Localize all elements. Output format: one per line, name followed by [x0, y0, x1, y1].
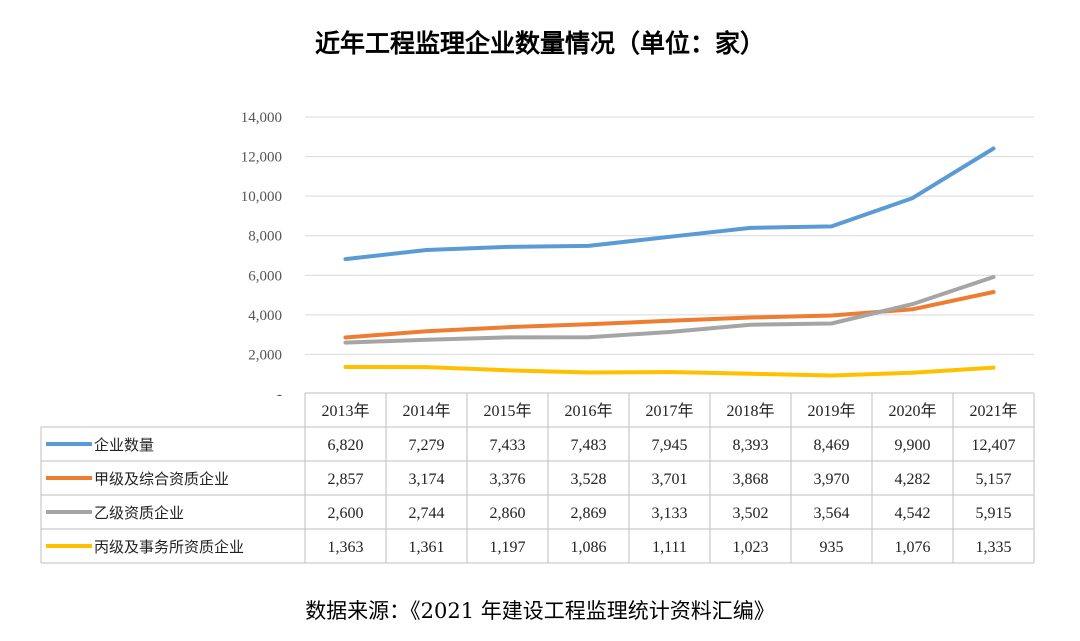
table-value-cell: 9,900 — [895, 437, 931, 454]
table-value-cell: 3,564 — [814, 505, 850, 522]
y-tick-label: 10,000 — [241, 189, 282, 205]
table-value-cell: 1,361 — [409, 539, 445, 556]
table-value-cell: 2,744 — [409, 505, 445, 522]
y-tick-label: - — [277, 387, 282, 403]
x-category-label: 2013年 — [321, 402, 369, 420]
table-value-cell: 1,111 — [652, 539, 687, 556]
table-value-cell: 1,197 — [490, 539, 526, 556]
table-value-cell: 3,133 — [652, 505, 688, 522]
series-line — [343, 275, 996, 345]
x-category-label: 2015年 — [483, 402, 531, 420]
chart-title: 近年工程监理企业数量情况（单位：家） — [314, 29, 765, 58]
table-value-cell: 2,869 — [571, 505, 607, 522]
y-tick-label: 2,000 — [248, 347, 282, 363]
table-value-cell: 935 — [820, 539, 844, 556]
table-value-cell: 6,820 — [328, 437, 364, 454]
table-value-cell: 3,868 — [733, 471, 769, 488]
series-name-label: 丙级及事务所资质企业 — [94, 538, 244, 556]
series-name-label: 企业数量 — [94, 436, 154, 454]
table-value-cell: 2,857 — [328, 471, 364, 488]
table-value-cell: 2,600 — [328, 505, 364, 522]
table-value-cell: 3,701 — [652, 471, 688, 488]
table-value-cell: 1,076 — [895, 539, 931, 556]
series-name-label: 甲级及综合资质企业 — [94, 470, 229, 488]
table-value-cell: 1,335 — [976, 539, 1012, 556]
table-value-cell: 7,483 — [571, 437, 607, 454]
table-value-cell: 12,407 — [972, 437, 1016, 454]
x-category-label: 2020年 — [888, 402, 936, 420]
y-tick-label: 14,000 — [241, 110, 282, 126]
table-value-cell: 7,945 — [652, 437, 688, 454]
table-value-cell: 4,542 — [895, 505, 931, 522]
table-value-cell: 7,433 — [490, 437, 526, 454]
table-value-cell: 8,469 — [814, 437, 850, 454]
table-value-cell: 3,376 — [490, 471, 526, 488]
x-category-label: 2018年 — [726, 402, 774, 420]
x-category-label: 2014年 — [402, 402, 450, 420]
table-value-cell: 1,363 — [328, 539, 364, 556]
y-tick-label: 12,000 — [241, 150, 282, 166]
table-value-cell: 1,023 — [733, 539, 769, 556]
data-source-note: 数据来源：《2021 年建设工程监理统计资料汇编》 — [305, 599, 775, 623]
table-value-cell: 2,860 — [490, 505, 526, 522]
series-name-label: 乙级资质企业 — [94, 504, 184, 522]
table-value-cell: 1,086 — [571, 539, 607, 556]
y-tick-label: 6,000 — [248, 268, 282, 284]
y-tick-label: 8,000 — [248, 229, 282, 245]
table-value-cell: 4,282 — [895, 471, 931, 488]
table-value-cell: 3,174 — [409, 471, 445, 488]
table-value-cell: 5,915 — [976, 505, 1012, 522]
table-value-cell: 8,393 — [733, 437, 769, 454]
series-line — [343, 146, 996, 262]
table-value-cell: 3,502 — [733, 505, 769, 522]
x-category-label: 2021年 — [969, 402, 1017, 420]
x-category-label: 2017年 — [645, 402, 693, 420]
table-value-cell: 7,279 — [409, 437, 445, 454]
x-category-label: 2016年 — [564, 402, 612, 420]
series-line — [343, 365, 996, 378]
table-value-cell: 3,970 — [814, 471, 850, 488]
x-category-label: 2019年 — [807, 402, 855, 420]
table-value-cell: 3,528 — [571, 471, 607, 488]
table-value-cell: 5,157 — [976, 471, 1012, 488]
y-tick-label: 4,000 — [248, 308, 282, 324]
